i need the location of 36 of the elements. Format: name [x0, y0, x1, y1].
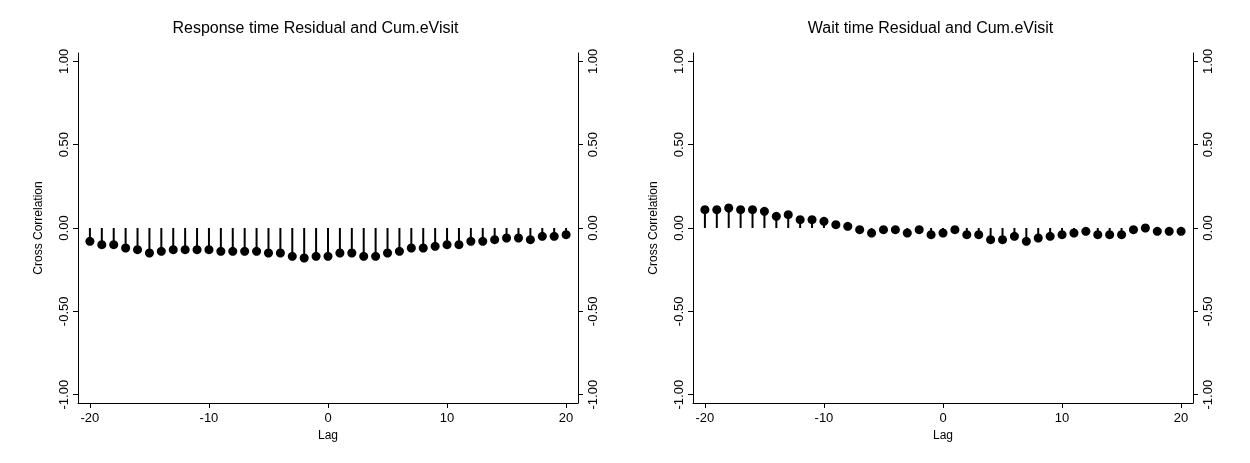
- y2-tick-label: 0.00: [585, 215, 600, 241]
- y-tick-label: 0.50: [671, 132, 686, 158]
- y2-tick-label: -0.50: [1200, 296, 1215, 327]
- x-tick-label: 10: [439, 410, 455, 425]
- y-tick-label: 1.00: [671, 48, 686, 74]
- y-axis-title: Cross Correlation: [31, 181, 45, 275]
- x-tick-label: 20: [1173, 410, 1189, 425]
- y-tick-label: -0.50: [671, 296, 686, 327]
- x-tick-label: -10: [814, 410, 834, 425]
- y2-tick-label: -1.00: [585, 379, 600, 410]
- chart-title: Response time Residual and Cum.eVisit: [172, 18, 460, 36]
- y-tick-label: 1.00: [56, 48, 71, 74]
- y-axis-title: Cross Correlation: [646, 181, 660, 275]
- y2-tick-label: 0.50: [585, 132, 600, 158]
- y-tick-label: 0.50: [56, 132, 71, 158]
- y2-tick-label: -0.50: [585, 296, 600, 327]
- y-tick-label: 0.00: [56, 215, 71, 241]
- y2-tick-label: 1.00: [1200, 48, 1215, 74]
- x-axis-title: Lag: [317, 428, 339, 442]
- x-tick-label: 0: [324, 410, 332, 425]
- y2-tick-label: -1.00: [1200, 379, 1215, 410]
- y-tick-label: -0.50: [56, 296, 71, 327]
- y-tick-label: 0.00: [671, 215, 686, 241]
- y2-tick-label: 1.00: [585, 48, 600, 74]
- x-tick-label: 0: [939, 410, 947, 425]
- x-tick-label: 10: [1054, 410, 1070, 425]
- y-tick-label: -1.00: [671, 379, 686, 410]
- x-tick-label: -20: [695, 410, 715, 425]
- y2-tick-label: 0.00: [1200, 215, 1215, 241]
- y-tick-label: -1.00: [56, 379, 71, 410]
- x-tick-label: -20: [80, 410, 100, 425]
- x-tick-label: 20: [558, 410, 574, 425]
- y2-tick-label: 0.50: [1200, 132, 1215, 158]
- x-axis-title: Lag: [932, 428, 954, 442]
- chart-title: Wait time Residual and Cum.eVisit: [807, 18, 1054, 36]
- x-tick-label: -10: [199, 410, 219, 425]
